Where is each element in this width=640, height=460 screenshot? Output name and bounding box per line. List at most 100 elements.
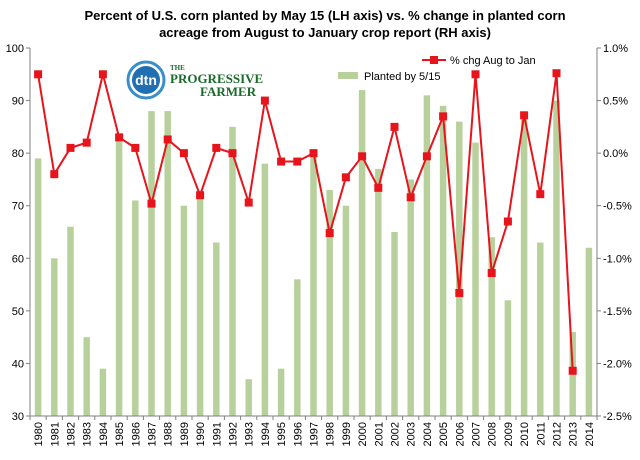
bar-2003 (407, 179, 414, 416)
line-point-1983 (82, 138, 91, 147)
line-point-2011 (536, 190, 545, 199)
line-point-2003 (406, 193, 415, 202)
line-series (34, 69, 577, 375)
bar-1994 (261, 163, 269, 416)
logo-text-line-1: THE (170, 64, 185, 72)
bar-1991 (213, 242, 220, 416)
left-tick-label: 40 (12, 358, 24, 370)
bar-1988 (164, 111, 171, 416)
left-tick-label: 30 (12, 411, 24, 423)
x-tick-label: 1984 (98, 422, 110, 446)
bar-1986 (132, 200, 139, 416)
right-tick-label: 0.0% (603, 148, 628, 160)
right-axis-ticks: -2.5% -2.0% -1.5% -1.0% -0.5% 0.0% 0.5% 1.0% (597, 43, 632, 423)
right-tick-label: 1.0% (603, 43, 628, 55)
right-tick-label: 0.5% (603, 96, 628, 108)
line-point-1982 (66, 143, 75, 152)
line-path (37, 73, 574, 371)
bar-1985 (115, 137, 123, 416)
x-tick-label: 1992 (228, 422, 240, 446)
line-point-1997 (309, 149, 318, 158)
x-tick-label: 2001 (373, 422, 385, 446)
line-point-1987 (147, 199, 156, 208)
bar-1997 (310, 153, 317, 416)
bar-2001 (375, 168, 382, 416)
line-point-2010 (520, 111, 529, 120)
x-tick-label: 1988 (163, 422, 175, 446)
bar-2007 (472, 142, 479, 416)
line-point-2005 (439, 112, 448, 121)
bar-1989 (180, 205, 188, 416)
logo-text-line-3: FARMER (200, 84, 257, 99)
x-tick-label: 1997 (309, 422, 321, 446)
right-tick-label: -1.0% (603, 253, 632, 265)
bar-2011 (537, 242, 544, 416)
line-point-1986 (131, 143, 140, 152)
line-point-2007 (471, 70, 480, 79)
x-tick-label: 2009 (503, 422, 515, 446)
bar-1999 (342, 205, 350, 416)
line-point-2006 (455, 288, 464, 297)
legend-label-line: % chg Aug to Jan (450, 55, 536, 67)
bar-2000 (358, 90, 366, 416)
x-tick-label: 2010 (519, 422, 531, 446)
x-tick-label: 2000 (357, 422, 369, 446)
line-point-1994 (260, 96, 269, 105)
x-tick-label: 2014 (584, 422, 596, 446)
x-tick-label: 1995 (276, 422, 288, 446)
left-tick-label: 70 (12, 201, 24, 213)
x-tick-label: 1983 (82, 422, 94, 446)
line-point-1993 (244, 198, 253, 207)
x-tick-label: 2005 (438, 422, 450, 446)
bar-2014 (585, 247, 593, 416)
right-tick-label: -2.0% (603, 358, 632, 370)
bar-2002 (391, 232, 398, 416)
x-tick-label: 1991 (211, 422, 223, 446)
x-tick-label: 1996 (292, 422, 304, 446)
x-tick-label: 1985 (114, 422, 126, 446)
x-tick-label: 1982 (66, 422, 78, 446)
line-point-1995 (277, 157, 286, 166)
line-point-1984 (98, 70, 107, 79)
bar-1981 (51, 258, 58, 416)
legend-bar-swatch (338, 72, 358, 79)
line-point-1989 (179, 149, 188, 158)
line-point-2004 (422, 152, 431, 161)
logo-mark: dtn (135, 72, 157, 88)
x-tick-label: 2013 (568, 422, 580, 446)
legend-marker-swatch (430, 56, 438, 64)
bar-2004 (423, 95, 431, 416)
line-point-1999 (341, 173, 350, 182)
right-tick-label: -1.5% (603, 306, 632, 318)
line-point-2012 (552, 69, 561, 78)
x-tick-label: 1994 (260, 422, 272, 446)
right-tick-label: -2.5% (603, 411, 632, 423)
line-point-1985 (115, 133, 124, 142)
bar-1990 (196, 195, 204, 416)
x-tick-label: 1989 (179, 422, 191, 446)
x-tick-label: 1981 (49, 422, 61, 446)
logo-badge (132, 66, 160, 94)
x-tick-label: 1998 (325, 422, 337, 446)
bar-1984 (99, 368, 107, 416)
legend: % chg Aug to Jan Planted by 5/15 (338, 55, 536, 83)
x-tick-label: 2012 (552, 422, 564, 446)
line-point-2013 (568, 366, 577, 375)
x-tick-label: 2008 (487, 422, 499, 446)
line-point-1992 (228, 149, 237, 158)
line-point-1981 (50, 170, 59, 179)
line-point-2008 (487, 269, 496, 278)
x-tick-label: 1990 (195, 422, 207, 446)
line-point-2002 (390, 122, 399, 131)
bar-1996 (294, 279, 301, 416)
bar-2012 (553, 100, 560, 416)
x-tick-label: 1980 (33, 422, 45, 446)
left-axis-ticks: 30 40 50 60 70 80 90 100 (6, 43, 30, 423)
bar-1998 (326, 189, 333, 416)
chart-title-line-2: acreage from August to January crop repo… (159, 25, 491, 40)
x-tick-label: 1986 (130, 422, 142, 446)
x-tick-label: 1987 (147, 422, 159, 446)
bar-1993 (245, 379, 252, 416)
line-point-2009 (503, 217, 512, 226)
